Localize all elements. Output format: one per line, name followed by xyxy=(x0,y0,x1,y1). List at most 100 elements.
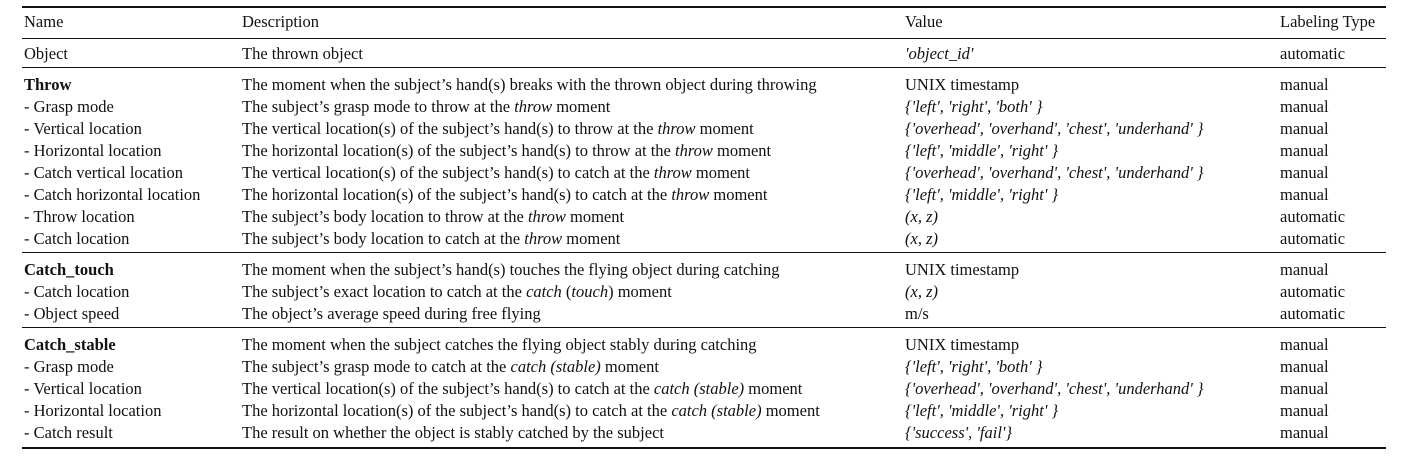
table-row: - Horizontal location The horizontal loca… xyxy=(22,400,1386,422)
description-part: The vertical location(s) of the subject’… xyxy=(242,163,654,182)
group-rule xyxy=(22,252,1386,253)
table-row: Catch_touch The moment when the subject’s… xyxy=(22,259,1386,281)
description-part: The vertical location(s) of the subject’… xyxy=(242,379,654,398)
row-labeling-type: manual xyxy=(1280,75,1329,94)
description-part: catch (stable) xyxy=(653,379,745,398)
description-part: touch xyxy=(571,282,609,301)
row-description: The subject’s exact location to catch at… xyxy=(242,281,672,303)
description-part: throw xyxy=(653,163,692,182)
row-name: - Object speed xyxy=(24,304,120,323)
row-name: Catch_stable xyxy=(24,335,116,354)
row-name: - Vertical location xyxy=(24,119,142,138)
row-name: Catch_touch xyxy=(24,260,114,279)
table-row: - Catch location The subject’s body locat… xyxy=(22,228,1386,250)
row-name: - Horizontal location xyxy=(24,141,162,160)
description-part: The result on whether the object is stab… xyxy=(242,423,664,442)
header-rule xyxy=(22,38,1386,39)
table-row: - Vertical location The vertical location… xyxy=(22,118,1386,140)
table-row: Object The thrown object 'object_id' automa… xyxy=(22,43,1386,65)
row-labeling-type: manual xyxy=(1280,379,1329,398)
description-part: catch xyxy=(526,282,562,301)
group-rule xyxy=(22,327,1386,328)
description-part: moment xyxy=(552,97,611,116)
row-description: The subject’s grasp mode to catch at the… xyxy=(242,356,659,378)
row-description: The subject’s grasp mode to throw at the… xyxy=(242,96,610,118)
bottom-rule xyxy=(22,447,1386,449)
row-name: - Catch location xyxy=(24,282,130,301)
row-description: The vertical location(s) of the subject’… xyxy=(242,162,750,184)
description-part: catch (stable) xyxy=(671,401,762,420)
row-labeling-type: manual xyxy=(1280,260,1329,279)
table-row: - Grasp mode The subject’s grasp mode to … xyxy=(22,96,1386,118)
row-labeling-type: automatic xyxy=(1280,207,1346,226)
description-part: throw xyxy=(671,185,710,204)
row-name: - Catch horizontal location xyxy=(24,185,201,204)
description-part: The horizontal location(s) of the subjec… xyxy=(242,185,672,204)
row-value: UNIX timestamp xyxy=(905,260,1020,279)
row-labeling-type: manual xyxy=(1280,423,1329,442)
description-part: The vertical location(s) of the subject’… xyxy=(242,119,658,138)
description-part: The subject’s grasp mode to catch at the xyxy=(242,357,511,376)
description-part: The horizontal location(s) of the subjec… xyxy=(242,401,672,420)
description-part: moment xyxy=(709,185,768,204)
description-part: throw xyxy=(524,229,563,248)
description-part: The moment when the subject catches the … xyxy=(242,335,757,354)
row-labeling-type: automatic xyxy=(1280,44,1346,63)
row-value: (x, z) xyxy=(905,282,938,301)
group-rule xyxy=(22,67,1386,68)
row-value: 'object_id' xyxy=(905,44,974,63)
description-part: throw xyxy=(657,119,696,138)
row-description: The object’s average speed during free f… xyxy=(242,303,541,325)
header-value: Value xyxy=(905,12,943,31)
header-name: Name xyxy=(24,12,64,31)
description-part: moment xyxy=(695,119,754,138)
description-part: The subject’s body location to catch at … xyxy=(242,229,525,248)
row-labeling-type: manual xyxy=(1280,97,1329,116)
description-part: The subject’s exact location to catch at… xyxy=(242,282,527,301)
description-part: ) moment xyxy=(608,282,672,301)
table-row: - Vertical location The vertical location… xyxy=(22,378,1386,400)
row-description: The subject’s body location to catch at … xyxy=(242,228,620,250)
header-description: Description xyxy=(242,12,319,31)
description-part: The subject’s body location to throw at … xyxy=(242,207,528,226)
header-row: Name Description Value Labeling Type xyxy=(22,11,1386,33)
table-row: - Catch result The result on whether the … xyxy=(22,422,1386,444)
description-part: moment xyxy=(565,207,625,226)
row-name: - Throw location xyxy=(24,207,135,226)
table-row: - Object speed The object’s average speed… xyxy=(22,303,1386,325)
table-row: - Catch vertical location The vertical lo… xyxy=(22,162,1386,184)
row-labeling-type: manual xyxy=(1280,335,1329,354)
row-value: {'left', 'middle', 'right' } xyxy=(905,401,1059,420)
table-row: - Horizontal location The horizontal loca… xyxy=(22,140,1386,162)
row-description: The vertical location(s) of the subject’… xyxy=(242,118,754,140)
row-description: The subject’s body location to throw at … xyxy=(242,206,624,228)
row-name: - Grasp mode xyxy=(24,97,114,116)
row-labeling-type: manual xyxy=(1280,141,1329,160)
header-labeling-type: Labeling Type xyxy=(1280,12,1376,31)
description-part: The thrown object xyxy=(242,44,363,63)
row-name: - Catch location xyxy=(24,229,130,248)
row-labeling-type: automatic xyxy=(1280,304,1346,323)
row-description: The moment when the subject’s hand(s) to… xyxy=(242,259,779,281)
row-value: {'left', 'right', 'both' } xyxy=(905,357,1043,376)
table-row: - Throw location The subject’s body locat… xyxy=(22,206,1386,228)
row-name: - Horizontal location xyxy=(24,401,162,420)
row-labeling-type: manual xyxy=(1280,401,1329,420)
description-part: The moment when the subject’s hand(s) br… xyxy=(242,75,817,94)
row-name: Throw xyxy=(24,75,72,94)
row-value: {'left', 'middle', 'right' } xyxy=(905,185,1059,204)
row-description: The moment when the subject catches the … xyxy=(242,334,757,356)
row-value: UNIX timestamp xyxy=(905,75,1020,94)
row-name: Object xyxy=(24,44,68,63)
row-name: - Vertical location xyxy=(24,379,142,398)
top-rule xyxy=(22,6,1386,8)
description-part: moment xyxy=(744,379,803,398)
table-row: - Catch horizontal location The horizonta… xyxy=(22,184,1386,206)
row-name: - Grasp mode xyxy=(24,357,114,376)
row-labeling-type: automatic xyxy=(1280,229,1346,248)
description-part: throw xyxy=(514,97,553,116)
table-row: - Grasp mode The subject’s grasp mode to … xyxy=(22,356,1386,378)
row-value: {'left', 'right', 'both' } xyxy=(905,97,1043,116)
row-value: {'overhead', 'overhand', 'chest', 'under… xyxy=(905,163,1204,182)
row-description: The moment when the subject’s hand(s) br… xyxy=(242,74,817,96)
